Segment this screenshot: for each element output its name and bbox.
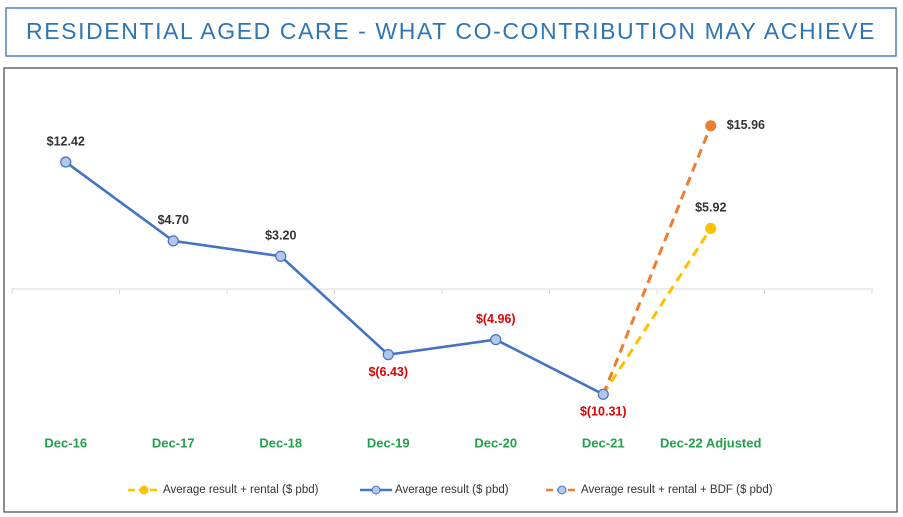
x-tick-label: Dec-17 bbox=[152, 435, 195, 450]
x-tick-label: Dec-18 bbox=[259, 435, 302, 450]
marker bbox=[275, 250, 287, 262]
data-label: $3.20 bbox=[265, 229, 296, 243]
data-label: $(10.31) bbox=[580, 405, 627, 419]
chart-frame bbox=[3, 67, 898, 513]
marker bbox=[705, 222, 717, 235]
marker bbox=[705, 120, 717, 132]
marker bbox=[167, 235, 179, 247]
chart-title: RESIDENTIAL AGED CARE - WHAT CO-CONTRIBU… bbox=[26, 18, 876, 44]
legend-label: Average result + rental ($ pbd) bbox=[163, 484, 319, 496]
data-label: $(6.43) bbox=[368, 365, 408, 379]
x-tick-label: Dec-20 bbox=[474, 435, 517, 450]
data-label: $(4.96) bbox=[476, 312, 516, 326]
marker bbox=[382, 349, 394, 361]
x-tick-label: Dec-19 bbox=[367, 435, 410, 450]
legend-label: Average result + rental + BDF ($ pbd) bbox=[581, 484, 773, 496]
legend-marker bbox=[139, 485, 149, 495]
x-tick-label: Dec-16 bbox=[44, 435, 87, 450]
series-line bbox=[601, 227, 713, 396]
marker bbox=[597, 388, 609, 400]
data-label: $4.70 bbox=[158, 213, 189, 227]
title-box bbox=[5, 7, 897, 57]
marker bbox=[60, 156, 72, 168]
data-label: $12.42 bbox=[47, 134, 85, 148]
marker bbox=[490, 334, 502, 346]
data-label: $5.92 bbox=[695, 201, 726, 215]
legend-label: Average result ($ pbd) bbox=[395, 484, 509, 496]
series-line bbox=[601, 125, 713, 395]
x-tick-label: Dec-21 bbox=[582, 435, 625, 450]
series-line bbox=[64, 160, 604, 396]
legend-marker bbox=[371, 485, 381, 495]
legend-marker bbox=[557, 485, 567, 495]
data-label: $15.96 bbox=[727, 118, 765, 132]
x-tick-label: Dec-22 Adjusted bbox=[660, 435, 761, 450]
